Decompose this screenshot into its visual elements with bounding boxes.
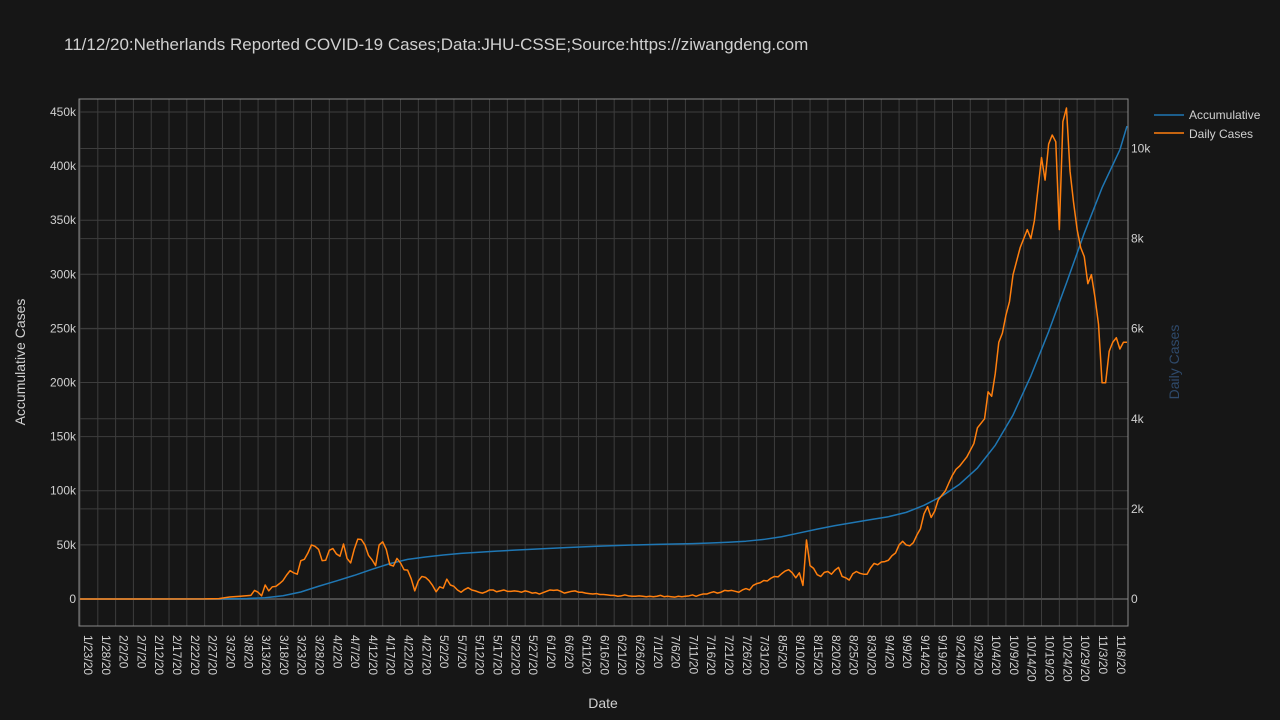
series-line-accumulative[interactable] bbox=[79, 125, 1128, 600]
x-tick-label: 6/11/20 bbox=[580, 635, 594, 674]
y2-tick-label: 6k bbox=[1131, 322, 1145, 336]
x-tick-label: 4/17/20 bbox=[384, 635, 398, 675]
x-tick-label: 6/1/20 bbox=[544, 635, 558, 669]
x-tick-label: 6/6/20 bbox=[562, 635, 576, 669]
x-tick-label: 7/11/20 bbox=[686, 635, 700, 674]
x-tick-label: 2/17/20 bbox=[170, 635, 184, 675]
x-tick-label: 8/30/20 bbox=[864, 635, 878, 675]
y-tick-label: 150k bbox=[50, 430, 77, 444]
x-tick-label: 8/10/20 bbox=[793, 635, 807, 675]
x-tick-label: 10/4/20 bbox=[989, 635, 1003, 675]
y2-tick-label: 8k bbox=[1131, 232, 1145, 246]
chart-title: 11/12/20:Netherlands Reported COVID-19 C… bbox=[64, 35, 808, 54]
x-tick-label: 7/1/20 bbox=[651, 635, 665, 669]
x-tick-label: 3/13/20 bbox=[259, 635, 273, 675]
x-tick-label: 9/19/20 bbox=[936, 635, 950, 675]
x-tick-label: 4/2/20 bbox=[330, 635, 344, 669]
x-tick-label: 2/27/20 bbox=[206, 635, 220, 675]
y2-tick-label: 10k bbox=[1131, 142, 1151, 156]
x-tick-label: 5/27/20 bbox=[526, 635, 540, 675]
y-tick-label: 250k bbox=[50, 321, 77, 335]
x-tick-label: 5/17/20 bbox=[491, 635, 505, 675]
x-tick-label: 10/24/20 bbox=[1060, 635, 1074, 682]
x-tick-label: 4/12/20 bbox=[366, 635, 380, 675]
x-tick-label: 1/28/20 bbox=[99, 635, 113, 675]
y2-tick-label: 4k bbox=[1131, 412, 1145, 426]
x-tick-label: 1/23/20 bbox=[81, 635, 95, 675]
x-tick-label: 3/8/20 bbox=[241, 635, 255, 669]
y2-axis-title: Daily Cases bbox=[1166, 325, 1182, 400]
x-tick-label: 9/9/20 bbox=[900, 635, 914, 669]
legend-label-daily: Daily Cases bbox=[1189, 127, 1253, 141]
legend[interactable]: Accumulative Daily Cases bbox=[1154, 108, 1261, 141]
legend-label-accumulative: Accumulative bbox=[1189, 108, 1261, 122]
y2-tick-label: 2k bbox=[1131, 502, 1145, 516]
y-tick-label: 100k bbox=[50, 484, 77, 498]
x-tick-label: 8/15/20 bbox=[811, 635, 825, 675]
y-axis-title: Accumulative Cases bbox=[12, 299, 28, 426]
series-line-daily-cases[interactable] bbox=[79, 107, 1127, 600]
x-tick-label: 3/18/20 bbox=[277, 635, 291, 675]
axis-layer: 1/23/20 1/28/20 2/2/20 2/7/20 2/12/20 2/17/20… bbox=[50, 105, 1151, 682]
x-tick-label: 4/7/20 bbox=[348, 635, 362, 669]
x-tick-label: 6/16/20 bbox=[597, 635, 611, 675]
x-tick-label: 8/25/20 bbox=[847, 635, 861, 675]
x-tick-label: 6/26/20 bbox=[633, 635, 647, 675]
x-tick-label: 9/14/20 bbox=[918, 635, 932, 675]
x-tick-label: 7/26/20 bbox=[740, 635, 754, 675]
x-tick-label: 3/28/20 bbox=[312, 635, 326, 675]
x-tick-label: 4/27/20 bbox=[419, 635, 433, 675]
x-tick-label: 9/4/20 bbox=[882, 635, 896, 669]
x-tick-label: 11/8/20 bbox=[1114, 635, 1128, 674]
x-tick-label: 11/3/20 bbox=[1096, 635, 1110, 674]
x-tick-label: 3/23/20 bbox=[295, 635, 309, 675]
x-tick-label: 6/21/20 bbox=[615, 635, 629, 675]
y-tick-label: 0 bbox=[69, 592, 76, 606]
x-tick-label: 10/9/20 bbox=[1007, 635, 1021, 675]
x-tick-label: 5/12/20 bbox=[473, 635, 487, 675]
y2-tick-label: 0 bbox=[1131, 592, 1138, 606]
x-tick-label: 9/29/20 bbox=[971, 635, 985, 675]
plot-area bbox=[78, 98, 1129, 627]
x-tick-label: 8/20/20 bbox=[829, 635, 843, 675]
x-tick-label: 10/14/20 bbox=[1025, 635, 1039, 682]
y-tick-label: 50k bbox=[57, 538, 77, 552]
x-tick-label: 4/22/20 bbox=[402, 635, 416, 675]
x-tick-label: 10/29/20 bbox=[1078, 635, 1092, 682]
x-tick-label: 7/16/20 bbox=[704, 635, 718, 675]
x-tick-label: 2/2/20 bbox=[117, 635, 131, 669]
x-tick-label: 3/3/20 bbox=[223, 635, 237, 669]
series-layer bbox=[79, 107, 1128, 600]
y-tick-label: 450k bbox=[50, 105, 77, 119]
x-tick-label: 5/7/20 bbox=[455, 635, 469, 669]
x-tick-label: 2/7/20 bbox=[134, 635, 148, 669]
x-tick-label: 7/31/20 bbox=[758, 635, 772, 675]
x-tick-label: 8/5/20 bbox=[775, 635, 789, 669]
x-tick-label: 7/6/20 bbox=[669, 635, 683, 669]
x-tick-label: 7/21/20 bbox=[722, 635, 736, 675]
y-tick-label: 300k bbox=[50, 267, 77, 281]
x-tick-label: 2/22/20 bbox=[188, 635, 202, 675]
y-tick-label: 350k bbox=[50, 213, 77, 227]
y-tick-label: 200k bbox=[50, 376, 77, 390]
x-tick-label: 10/19/20 bbox=[1043, 635, 1057, 682]
x-tick-label: 5/2/20 bbox=[437, 635, 451, 669]
y-tick-label: 400k bbox=[50, 159, 77, 173]
x-tick-label: 5/22/20 bbox=[508, 635, 522, 675]
x-tick-label: 2/12/20 bbox=[152, 635, 166, 675]
x-tick-label: 9/24/20 bbox=[954, 635, 968, 675]
grid-layer bbox=[79, 99, 1128, 626]
x-axis-title: Date bbox=[588, 695, 618, 711]
